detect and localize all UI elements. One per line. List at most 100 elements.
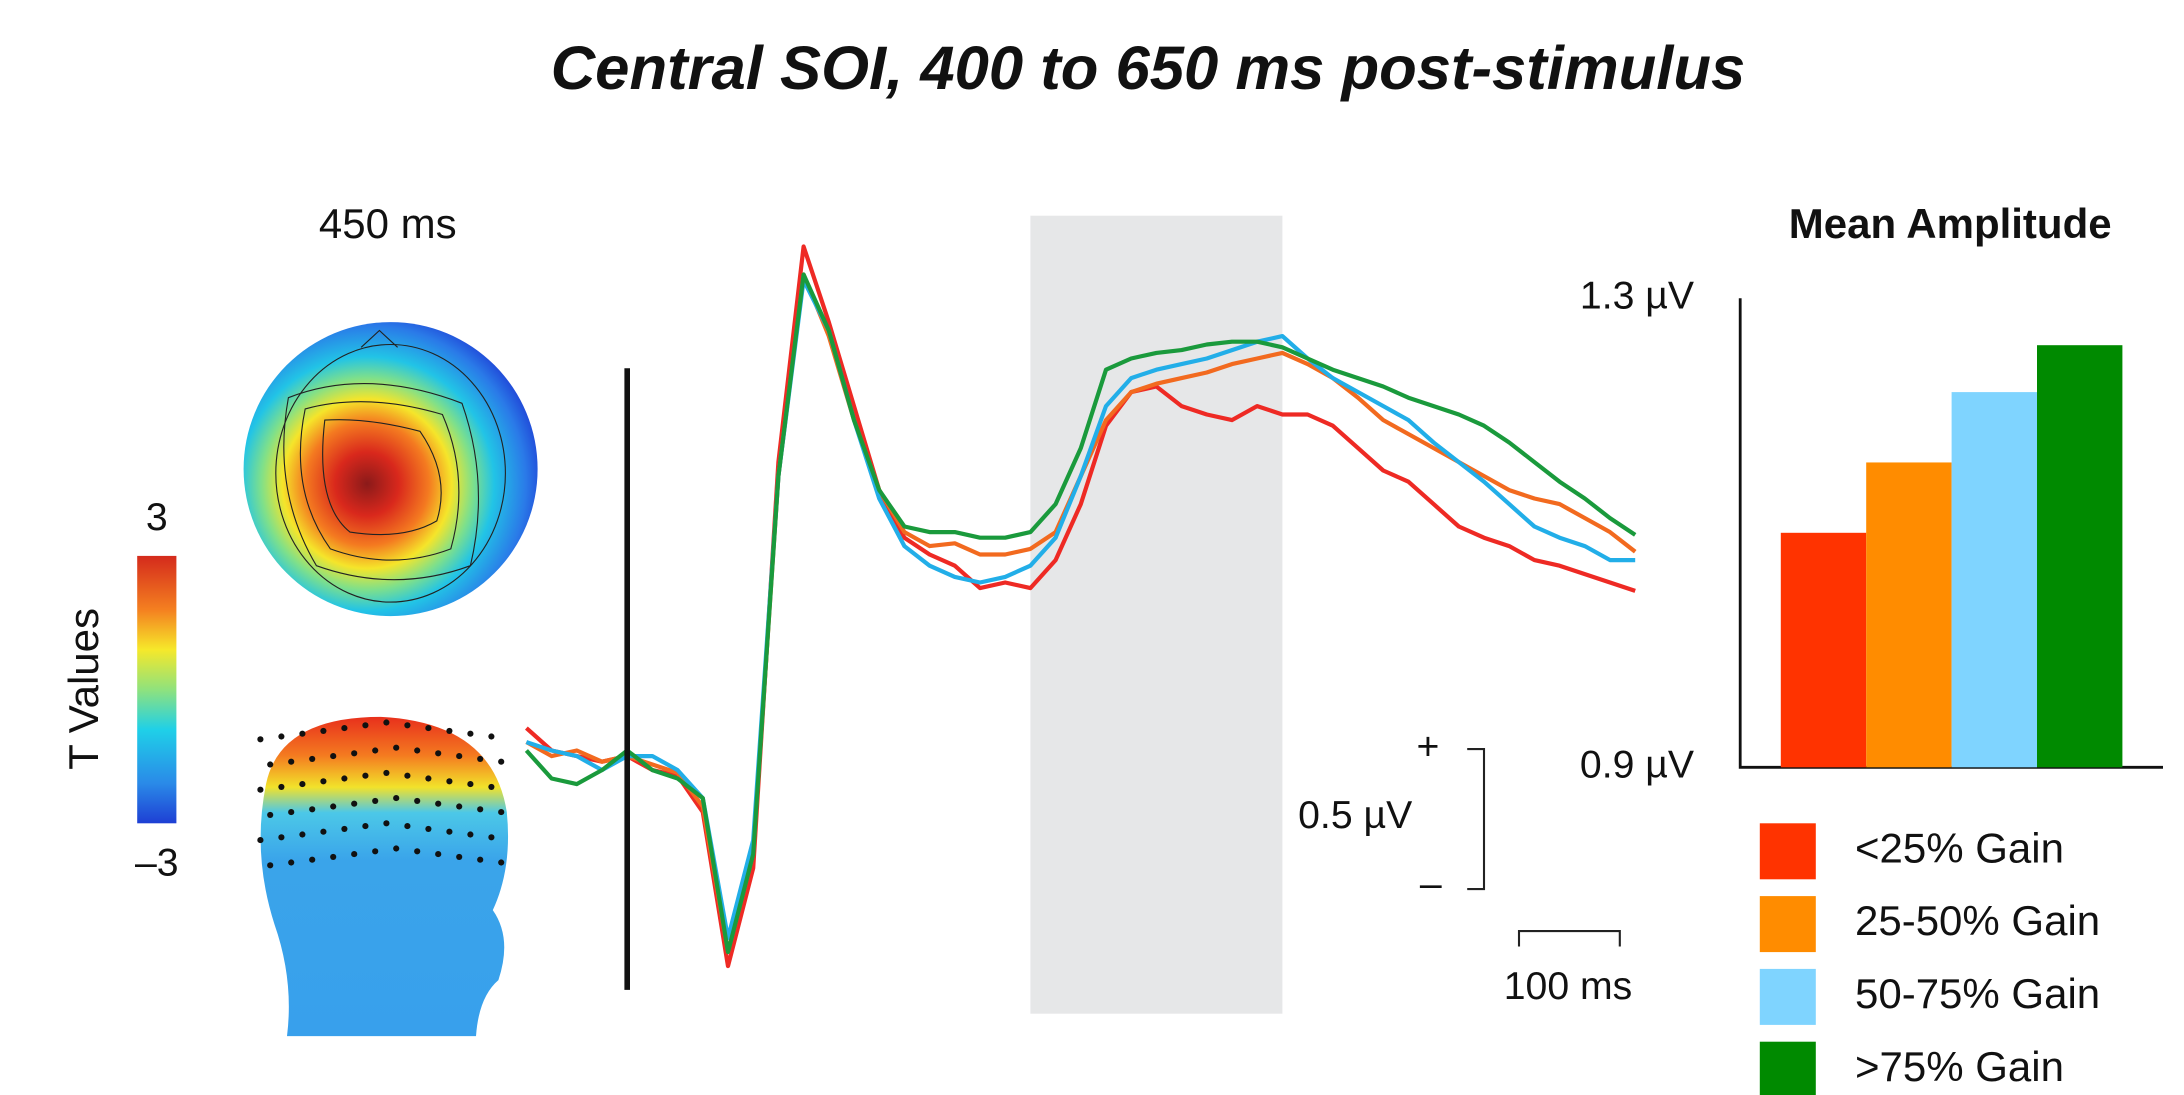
electrode: [257, 736, 264, 743]
electrode: [456, 753, 463, 760]
scale-bar-x-label: 100 ms: [1504, 965, 1633, 1008]
electrode: [488, 733, 495, 740]
electrode: [267, 761, 274, 768]
electrode: [351, 750, 358, 757]
electrode: [435, 750, 442, 757]
electrode: [435, 851, 442, 858]
title: Central SOI, 400 to 650 ms post-stimulus: [551, 34, 1746, 103]
electrode: [488, 834, 495, 841]
bar: [1866, 462, 1952, 768]
colorbar: [137, 555, 177, 824]
electrode: [362, 722, 369, 729]
electrode: [351, 851, 358, 858]
electrode: [446, 778, 453, 785]
legend-swatch: [1759, 896, 1816, 953]
electrode: [446, 727, 453, 734]
colorbar-ticks: 3 –3: [135, 496, 179, 885]
scale-bar-plus: +: [1417, 725, 1440, 768]
electrode: [372, 797, 379, 804]
electrode: [341, 775, 348, 782]
electrode: [425, 775, 432, 782]
electrode: [498, 859, 505, 866]
legend-label: 50-75% Gain: [1855, 970, 2100, 1017]
electrode: [414, 747, 421, 754]
electrode: [288, 758, 295, 765]
electrode: [372, 848, 379, 855]
electrode: [467, 831, 474, 838]
electrode: [383, 769, 390, 776]
legend-label: 25-50% Gain: [1855, 897, 2100, 944]
electrode: [498, 809, 505, 816]
waveform-chart: + –0.5 µV 100 ms: [524, 215, 1637, 1014]
electrode: [309, 806, 316, 813]
electrode: [477, 755, 484, 762]
topomap-time: 450 ms: [319, 200, 457, 247]
electrode: [383, 820, 390, 827]
electrode: [278, 783, 285, 790]
electrode: [341, 725, 348, 732]
colorbar-label: T Values: [60, 608, 107, 770]
electrode: [435, 800, 442, 807]
scale-bar-minus: –: [1420, 863, 1442, 906]
electrode: [299, 730, 306, 737]
electrode: [330, 803, 337, 810]
scale-bar-y: [1467, 748, 1486, 891]
electrode: [257, 786, 264, 793]
scale-bar-x: [1517, 930, 1621, 947]
electrode: [320, 778, 327, 785]
electrode: [404, 722, 411, 729]
electrode: [309, 856, 316, 863]
electrode: [309, 755, 316, 762]
electrode: [456, 853, 463, 860]
scale-bar-y-label: 0.5 µV: [1298, 794, 1412, 837]
electrode: [278, 733, 285, 740]
y-tick-label: 1.3 µV: [1580, 275, 1694, 318]
electrode: [299, 781, 306, 788]
electrode: [414, 797, 421, 804]
legend-label: >75% Gain: [1855, 1043, 2064, 1090]
electrode: [425, 725, 432, 732]
electrode: [425, 825, 432, 832]
bar-chart: Mean Amplitude 1.3 µV 0.9 µV <25% Gain 25-50…: [1580, 200, 2163, 1095]
electrode: [498, 758, 505, 765]
electrode: [278, 834, 285, 841]
head-map: [257, 716, 509, 1037]
electrode: [446, 828, 453, 835]
colorbar-tick-label: –3: [135, 842, 179, 885]
electrode: [404, 823, 411, 830]
colorbar-tick-label: 3: [146, 496, 168, 539]
electrode: [414, 848, 421, 855]
electrode: [362, 772, 369, 779]
electrode: [467, 781, 474, 788]
electrode: [362, 823, 369, 830]
bar-title: Mean Amplitude: [1789, 200, 2112, 247]
electrode: [257, 837, 264, 844]
electrode: [393, 845, 400, 852]
electrode: [372, 747, 379, 754]
legend-label: <25% Gain: [1855, 824, 2064, 871]
bar: [1951, 392, 2037, 768]
electrode: [330, 853, 337, 860]
legend-swatch: [1759, 823, 1816, 880]
electrode: [288, 859, 295, 866]
electrode: [288, 809, 295, 816]
electrode: [341, 825, 348, 832]
electrode: [477, 806, 484, 813]
waveform: [524, 272, 1637, 955]
electrode: [351, 800, 358, 807]
electrode: [404, 772, 411, 779]
topomap: [243, 322, 538, 617]
electrode: [299, 831, 306, 838]
electrode: [330, 753, 337, 760]
electrode: [456, 803, 463, 810]
y-tick-label: 0.9 µV: [1580, 744, 1694, 787]
electrode: [467, 730, 474, 737]
electrode: [267, 862, 274, 869]
bar: [2037, 345, 2123, 768]
electrode: [320, 828, 327, 835]
electrode: [267, 811, 274, 818]
bar: [1780, 532, 1867, 768]
